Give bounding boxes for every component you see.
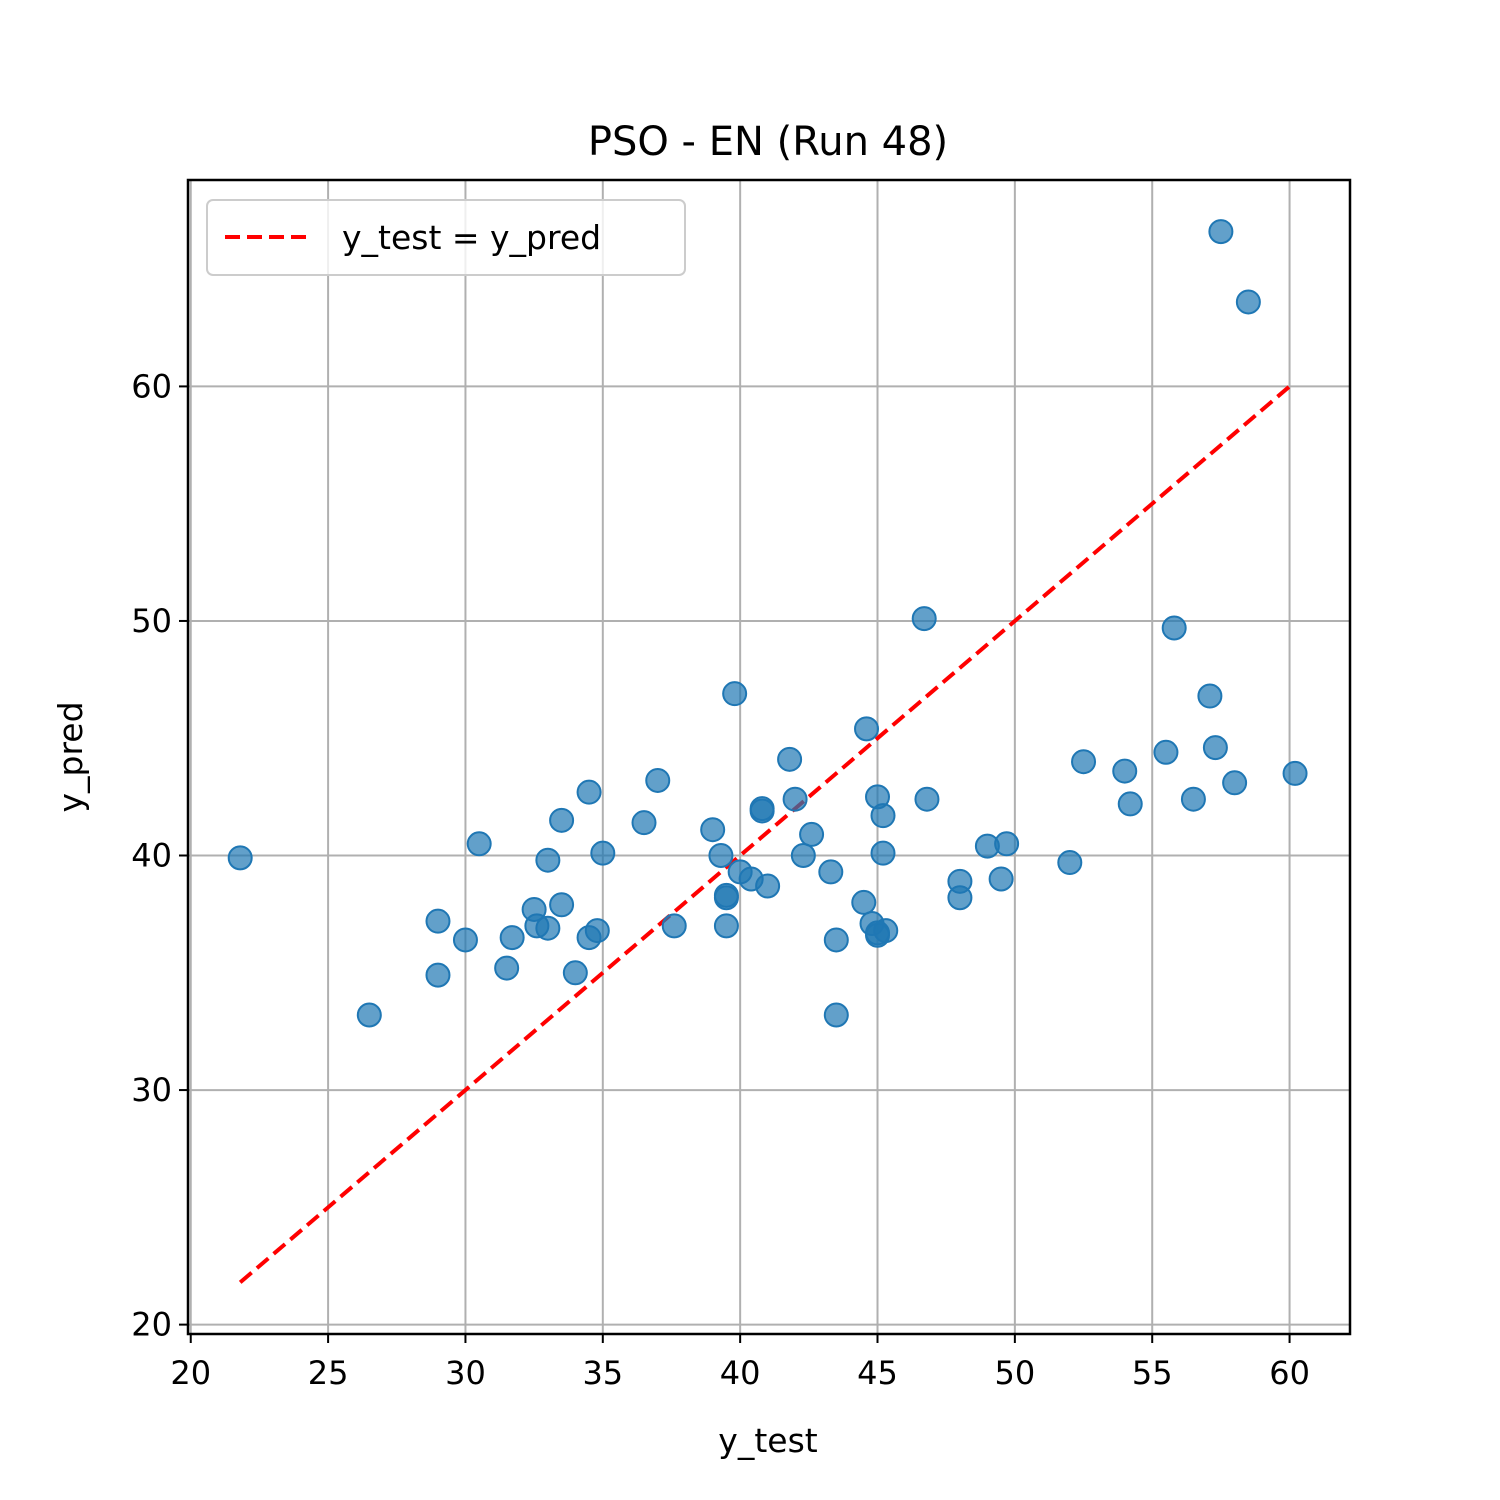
data-point [494,955,520,981]
y-tick-label: 50 [131,602,172,640]
data-point [590,840,616,866]
y-tick-label: 20 [131,1306,172,1344]
data-point [227,845,253,871]
data-point [1222,770,1248,796]
data-point [988,866,1014,892]
data-point [1282,760,1308,786]
data-point [994,831,1020,857]
data-point [425,908,451,934]
data-point [1180,786,1206,812]
data-point [818,859,844,885]
scatter-points [227,219,1308,1028]
x-tick-label: 35 [582,1354,623,1392]
axis-ticks: 20 25 30 35 40 45 50 55 60 20 30 40 50 60 [131,367,1310,1392]
y-tick-label: 40 [131,837,172,875]
y-tick-label: 30 [131,1071,172,1109]
grid-lines [188,180,1350,1334]
data-point [713,913,739,939]
data-point [873,918,899,944]
data-point [645,767,671,793]
data-point [631,810,657,836]
data-point [1071,749,1097,775]
data-point [576,779,602,805]
x-tick-label: 20 [170,1354,211,1392]
data-point [1057,850,1083,876]
data-point [661,913,687,939]
data-point [708,843,734,869]
data-point [549,892,575,918]
data-point [584,918,610,944]
data-point [777,746,803,772]
data-point [713,885,739,911]
data-point [1161,615,1187,641]
x-tick-label: 55 [1132,1354,1173,1392]
data-point [914,786,940,812]
x-tick-label: 30 [445,1354,486,1392]
data-point [1197,683,1223,709]
data-point [1235,289,1261,315]
data-point [356,1002,382,1028]
legend: y_test = y_pred [206,199,686,276]
data-point [947,885,973,911]
data-point [562,960,588,986]
legend-label: y_test = y_pred [342,218,601,257]
data-point [425,962,451,988]
x-tick-label: 25 [308,1354,349,1392]
data-point [700,817,726,843]
reference-line-group [238,384,1291,1284]
x-tick-label: 45 [857,1354,898,1392]
data-point [1153,739,1179,765]
x-tick-label: 50 [995,1354,1036,1392]
data-point [755,873,781,899]
data-point [1117,791,1143,817]
data-point [466,831,492,857]
data-point [911,606,937,632]
data-point [549,807,575,833]
x-tick-label: 60 [1269,1354,1310,1392]
data-point [749,796,775,822]
data-point [870,840,896,866]
data-point [823,1002,849,1028]
plot-frame [186,178,1352,1336]
x-axis-label: y_test [718,1421,817,1460]
data-point [790,843,816,869]
data-point [1208,219,1234,245]
x-tick-label: 40 [720,1354,761,1392]
y-axis-label: y_pred [51,701,90,812]
chart-title: PSO - EN (Run 48) [588,119,948,165]
legend-box [206,199,686,276]
data-point [499,925,525,951]
data-point [1112,758,1138,784]
data-point [799,821,825,847]
reference-line [238,384,1291,1284]
data-point [722,681,748,707]
data-point [870,803,896,829]
data-point [535,915,561,941]
data-point [452,927,478,953]
data-point [851,889,877,915]
data-point [535,847,561,873]
data-point [782,786,808,812]
data-point [854,716,880,742]
data-point [1202,735,1228,761]
y-tick-label: 60 [131,367,172,405]
data-point [823,927,849,953]
